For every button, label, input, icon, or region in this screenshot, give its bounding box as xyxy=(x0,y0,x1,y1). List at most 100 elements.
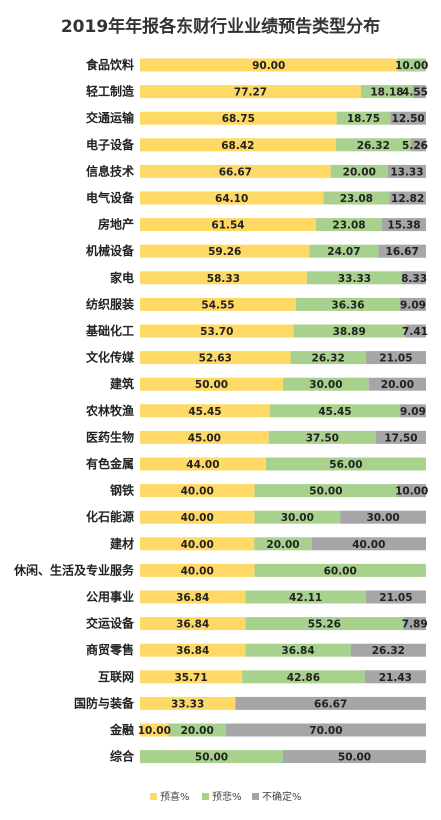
bar-预喜 xyxy=(140,510,255,524)
data-label: 35.71 xyxy=(174,672,207,684)
category-label: 休闲、生活及专业服务 xyxy=(13,562,135,577)
data-label: 68.75 xyxy=(222,113,255,125)
value-labels: 90.00 10.00 77.27 18.184.55 68.75 18.75 12.50 6… xyxy=(138,60,429,764)
bar-预喜 xyxy=(140,244,310,258)
data-label: 36.36 xyxy=(331,299,364,311)
bar-预喜 xyxy=(140,271,307,285)
data-label: 20.00 xyxy=(181,725,214,737)
data-label: 42.11 xyxy=(289,592,322,604)
data-label: 40.00 xyxy=(352,539,385,551)
bar-预悲 xyxy=(245,617,404,631)
data-label: 21.43 xyxy=(379,672,412,684)
bar-预喜 xyxy=(140,111,337,125)
data-label: 7.89 xyxy=(402,619,428,631)
data-label: 20.00 xyxy=(381,379,414,391)
data-label: 24.07 xyxy=(327,246,360,258)
category-label: 机械设备 xyxy=(86,243,135,258)
data-label: 26.32 xyxy=(357,140,390,152)
category-label: 轻工制造 xyxy=(86,84,135,99)
data-label: 50.00 xyxy=(195,752,228,764)
bar-预悲 xyxy=(242,670,365,684)
category-label: 互联网 xyxy=(98,670,134,684)
data-label: 40.00 xyxy=(181,565,214,577)
data-label: 45.00 xyxy=(188,432,221,444)
bar-预悲 xyxy=(290,351,366,365)
bar-预悲 xyxy=(306,271,403,285)
bar-预悲 xyxy=(283,377,369,391)
bar-预悲 xyxy=(265,457,426,471)
category-label: 基础化工 xyxy=(85,323,134,338)
bar-预喜 xyxy=(140,138,336,152)
legend-swatch xyxy=(202,793,209,800)
data-label: 77.27 xyxy=(234,87,267,99)
category-label: 医药生物 xyxy=(86,429,134,444)
category-labels: 食品饮料轻工制造交通运输电子设备信息技术电气设备房地产机械设备家电纺织服装基础化… xyxy=(13,57,135,764)
category-label: 信息技术 xyxy=(86,163,134,178)
bar-不确定 xyxy=(340,510,426,524)
bar-预喜 xyxy=(140,723,169,737)
bar-预喜 xyxy=(140,563,255,577)
data-label: 61.54 xyxy=(211,220,244,232)
bar-预悲 xyxy=(323,191,390,205)
data-label: 15.38 xyxy=(387,220,420,232)
data-label: 7.41 xyxy=(402,326,428,338)
data-label: 53.70 xyxy=(200,326,233,338)
data-label: 70.00 xyxy=(309,725,342,737)
data-label: 10.00 xyxy=(138,725,171,737)
data-label: 30.00 xyxy=(281,512,314,524)
data-label: 44.00 xyxy=(186,459,219,471)
bar-预喜 xyxy=(140,85,361,99)
data-label: 13.33 xyxy=(390,166,423,178)
data-label: 55.26 xyxy=(308,619,341,631)
data-label: 64.10 xyxy=(215,193,248,205)
bar-不确定 xyxy=(225,723,426,737)
bar-不确定 xyxy=(390,111,426,125)
bar-预喜 xyxy=(140,191,324,205)
data-label: 12.82 xyxy=(391,193,424,205)
category-label: 电子设备 xyxy=(86,137,135,152)
bar-不确定 xyxy=(412,85,426,99)
bar-不确定 xyxy=(403,617,426,631)
bar-预悲 xyxy=(168,723,226,737)
bar-预喜 xyxy=(140,537,255,551)
bar-不确定 xyxy=(365,351,426,365)
data-label: 50.00 xyxy=(338,752,371,764)
data-label: 5.26 xyxy=(402,140,428,152)
bar-预悲 xyxy=(140,750,283,764)
bar-不确定 xyxy=(364,670,426,684)
bar-不确定 xyxy=(382,218,426,232)
data-label: 30.00 xyxy=(366,512,399,524)
data-label: 18.75 xyxy=(347,113,380,125)
data-label: 10.00 xyxy=(395,486,428,498)
bar-预喜 xyxy=(140,457,266,471)
legend-swatch xyxy=(252,793,259,800)
data-label: 26.32 xyxy=(312,353,345,365)
bar-预喜 xyxy=(140,351,291,365)
data-label: 36.84 xyxy=(281,645,314,657)
data-label: 58.33 xyxy=(207,273,240,285)
bar-不确定 xyxy=(387,164,426,178)
category-label: 农林牧渔 xyxy=(85,403,134,418)
bar-预悲 xyxy=(254,510,341,524)
legend-label: 预喜% xyxy=(160,790,190,803)
data-label: 54.55 xyxy=(201,299,234,311)
bar-不确定 xyxy=(368,377,426,391)
legend-swatch xyxy=(150,793,157,800)
bar-不确定 xyxy=(404,324,426,338)
bar-预悲 xyxy=(309,244,379,258)
data-label: 18.18 xyxy=(370,87,403,99)
bar-预喜 xyxy=(140,696,236,710)
category-label: 电气设备 xyxy=(86,190,135,205)
bar-预喜 xyxy=(140,377,283,391)
data-label: 17.50 xyxy=(384,432,417,444)
data-label: 50.00 xyxy=(195,379,228,391)
data-label: 20.00 xyxy=(343,166,376,178)
bar-预喜 xyxy=(140,324,294,338)
data-label: 16.67 xyxy=(386,246,419,258)
bar-不确定 xyxy=(400,297,426,311)
data-label: 36.84 xyxy=(176,619,209,631)
bar-不确定 xyxy=(311,537,426,551)
data-label: 45.45 xyxy=(318,406,351,418)
data-label: 68.42 xyxy=(221,140,254,152)
